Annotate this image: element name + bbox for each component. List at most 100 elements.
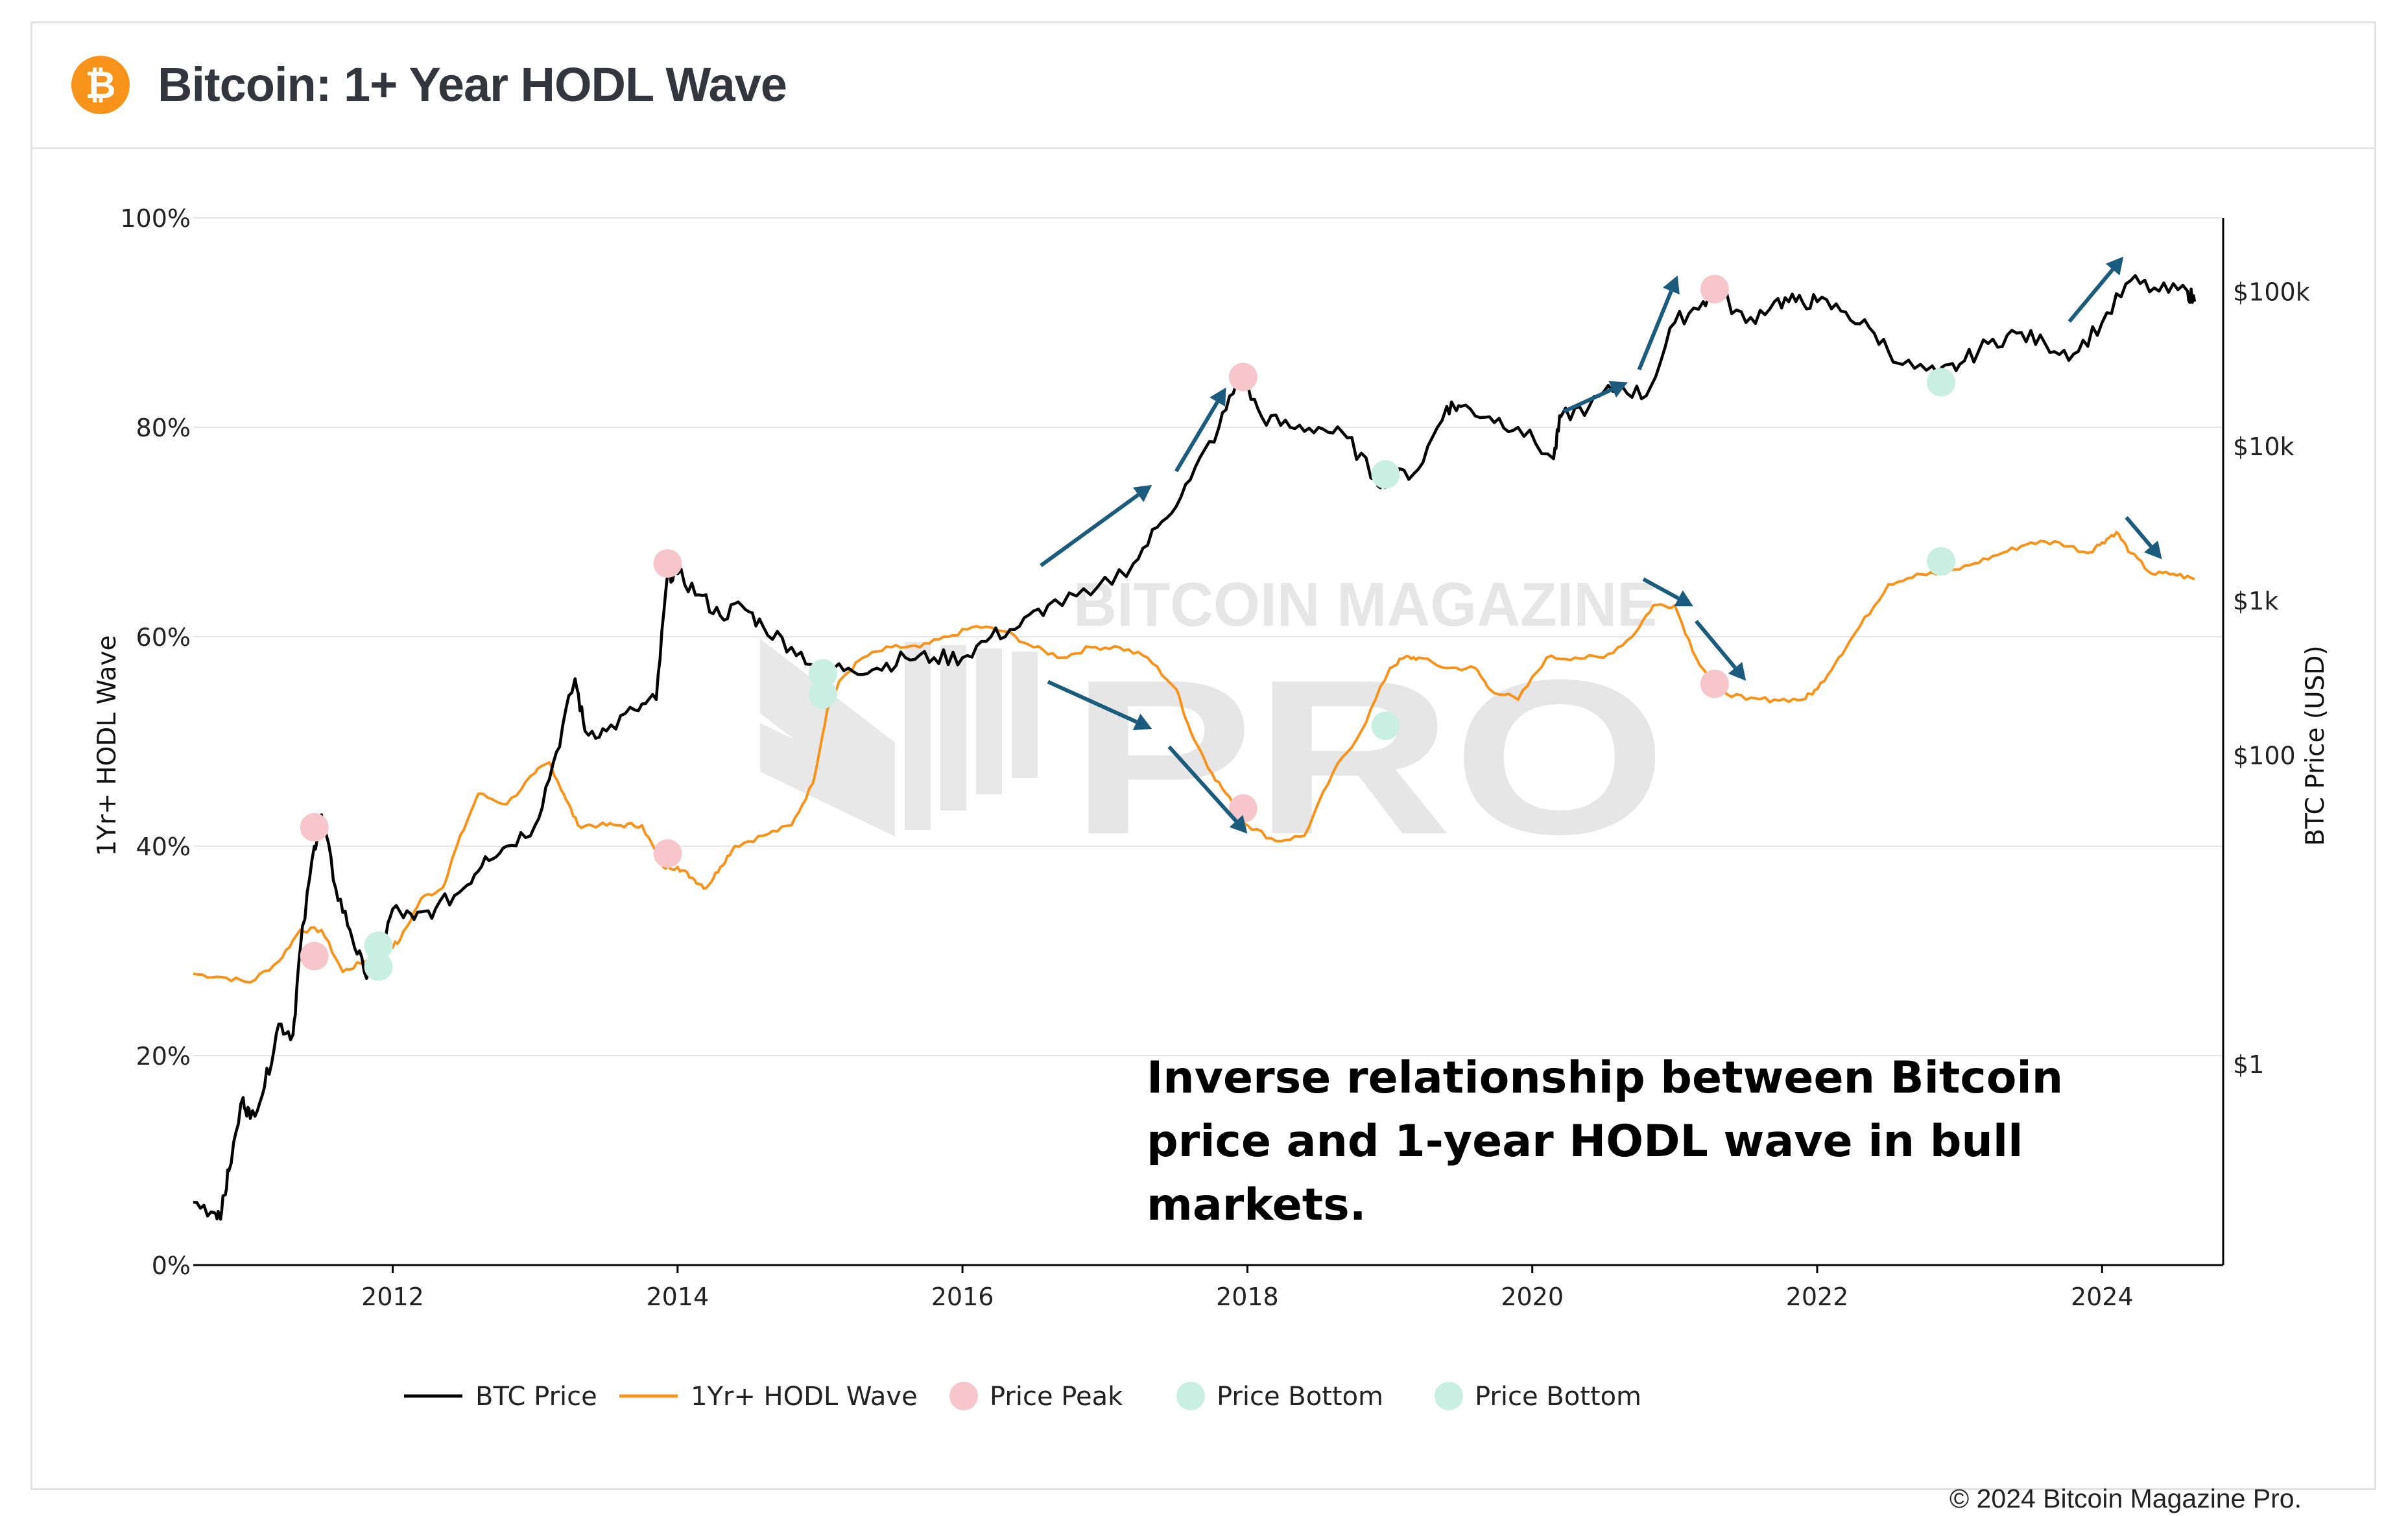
- watermark-brand-big: PRO: [1070, 634, 1667, 881]
- legend-swatch: [1435, 1382, 1463, 1410]
- price-bottom-marker: [808, 659, 837, 688]
- left-tick-label: 40%: [136, 833, 191, 861]
- arrow-head: [1608, 381, 1628, 398]
- trend-arrow: [1040, 484, 1152, 567]
- left-tick-label: 60%: [136, 623, 191, 652]
- left-y-axis-ticks: 0% 20% 40% 60% 80% 100%: [120, 204, 191, 1280]
- legend-swatch: [949, 1382, 978, 1410]
- left-tick-label: 20%: [136, 1042, 191, 1071]
- legend: BTC Price 1Yr+ HODL Wave Price Peak Price B…: [404, 1382, 1641, 1412]
- arrow-shaft: [1694, 619, 1737, 669]
- trend-arrow: [1694, 619, 1746, 681]
- right-tick-label: $100k: [2233, 278, 2310, 307]
- chart-card: ₿ Bitcoin: 1+ Year HODL Wave © 2024 Bitc…: [30, 21, 2376, 1513]
- legend-label: Price Bottom: [1217, 1382, 1383, 1412]
- x-tick-label: 2024: [2071, 1283, 2134, 1311]
- right-y-axis-label: BTC Price (USD): [2301, 645, 2330, 846]
- arrow-head: [1728, 661, 1746, 681]
- arrow-shaft: [1167, 745, 1238, 823]
- right-y-axis-ticks: $1 $100 $1k $10k $100k: [2233, 278, 2310, 1079]
- right-tick-label: $1k: [2233, 587, 2278, 615]
- legend-swatch: [1176, 1382, 1205, 1410]
- price-peak-marker: [300, 942, 329, 971]
- price-peak-marker: [653, 549, 682, 578]
- watermark-pillar-logo: [760, 639, 1038, 836]
- bitcoin-logo-icon: ₿: [71, 56, 130, 114]
- arrow-shaft: [1174, 401, 1219, 473]
- arrow-shaft: [1047, 680, 1138, 724]
- trend-arrow: [1642, 577, 1693, 607]
- left-y-axis-label: 1Yr+ HODL Wave: [93, 635, 122, 857]
- price-peak-marker: [300, 812, 329, 842]
- legend-item: Price Bottom: [1176, 1382, 1383, 1412]
- price-peak-marker: [1228, 794, 1258, 823]
- left-tick-label: 0%: [152, 1251, 191, 1280]
- price-bottom-marker: [1927, 547, 1956, 576]
- arrow-head: [1674, 590, 1693, 607]
- x-tick-label: 2022: [1786, 1283, 1849, 1311]
- price-peak-marker: [1700, 669, 1729, 698]
- trend-arrow: [1047, 680, 1152, 731]
- trend-arrow: [1637, 275, 1680, 371]
- page-title: Bitcoin: 1+ Year HODL Wave: [158, 58, 787, 112]
- arrow-head: [2144, 540, 2162, 560]
- watermark: BITCOIN MAGAZINE PRO: [760, 570, 1667, 881]
- price-bottom-marker: [1927, 368, 1956, 397]
- copyright-footer: © 2024 Bitcoin Magazine Pro.: [1949, 1484, 2302, 1513]
- arrow-head: [2105, 256, 2124, 276]
- trend-arrow: [1562, 381, 1628, 414]
- arrow-shaft: [1637, 290, 1673, 371]
- chart-header: ₿ Bitcoin: 1+ Year HODL Wave: [32, 23, 2374, 149]
- legend-label: BTC Price: [475, 1382, 597, 1412]
- arrow-shaft: [1642, 577, 1680, 600]
- annotation-line-2: price and 1-year HODL wave in bull: [1147, 1116, 2023, 1167]
- left-tick-label: 100%: [120, 204, 191, 233]
- gridlines: [193, 217, 2223, 1056]
- trend-arrow: [2125, 515, 2162, 560]
- legend-item: Price Peak: [949, 1382, 1123, 1412]
- x-tick-label: 2016: [931, 1283, 994, 1311]
- arrow-head: [1210, 387, 1226, 407]
- price-bottom-marker: [364, 931, 393, 960]
- x-tick-label: 2020: [1501, 1283, 1564, 1311]
- legend-label: Price Peak: [990, 1382, 1123, 1412]
- annotation-text: Inverse relationship between Bitcoin pri…: [1147, 1052, 2079, 1231]
- annotation-line-1: Inverse relationship between Bitcoin: [1147, 1052, 2063, 1104]
- price-bottom-marker: [364, 952, 393, 981]
- watermark-brand-top: BITCOIN MAGAZINE: [1073, 570, 1657, 639]
- right-tick-label: $10k: [2233, 432, 2295, 461]
- price-bottom-marker: [808, 680, 837, 709]
- legend-item: BTC Price: [404, 1382, 597, 1412]
- price-peak-marker: [1228, 362, 1258, 392]
- x-tick-label: 2018: [1216, 1283, 1279, 1311]
- arrow-shaft: [2125, 515, 2152, 548]
- arrow-shaft: [1562, 387, 1614, 414]
- arrow-head: [1229, 814, 1248, 834]
- trend-arrow: [1167, 745, 1248, 834]
- legend-item: 1Yr+ HODL Wave: [619, 1382, 918, 1412]
- trend-arrow: [2068, 256, 2124, 323]
- x-axis-ticks: 2012 2014 2016 2018 2020 2022 2024: [361, 1265, 2134, 1311]
- trend-arrows: [1040, 256, 2162, 834]
- price-peak-marker: [1700, 274, 1729, 303]
- arrow-head: [1662, 275, 1680, 295]
- price-bottom-marker: [1371, 460, 1400, 489]
- x-tick-label: 2012: [361, 1283, 424, 1311]
- arrow-head: [1132, 713, 1152, 731]
- legend-label: 1Yr+ HODL Wave: [691, 1382, 918, 1412]
- annotation-line-3: markets.: [1147, 1179, 1366, 1231]
- arrow-head: [1132, 484, 1152, 503]
- left-tick-label: 80%: [136, 414, 191, 442]
- event-markers: [300, 274, 1956, 981]
- arrow-shaft: [2068, 268, 2114, 323]
- trend-arrow: [1174, 387, 1226, 473]
- arrow-shaft: [1040, 493, 1139, 567]
- price-peak-marker: [653, 839, 682, 868]
- right-tick-label: $100: [2233, 741, 2296, 770]
- hodl-wave-line: [193, 530, 2195, 984]
- legend-label: Price Bottom: [1475, 1382, 1641, 1412]
- legend-item: Price Bottom: [1435, 1382, 1641, 1412]
- right-tick-label: $1: [2233, 1050, 2264, 1079]
- price-bottom-marker: [1371, 711, 1400, 740]
